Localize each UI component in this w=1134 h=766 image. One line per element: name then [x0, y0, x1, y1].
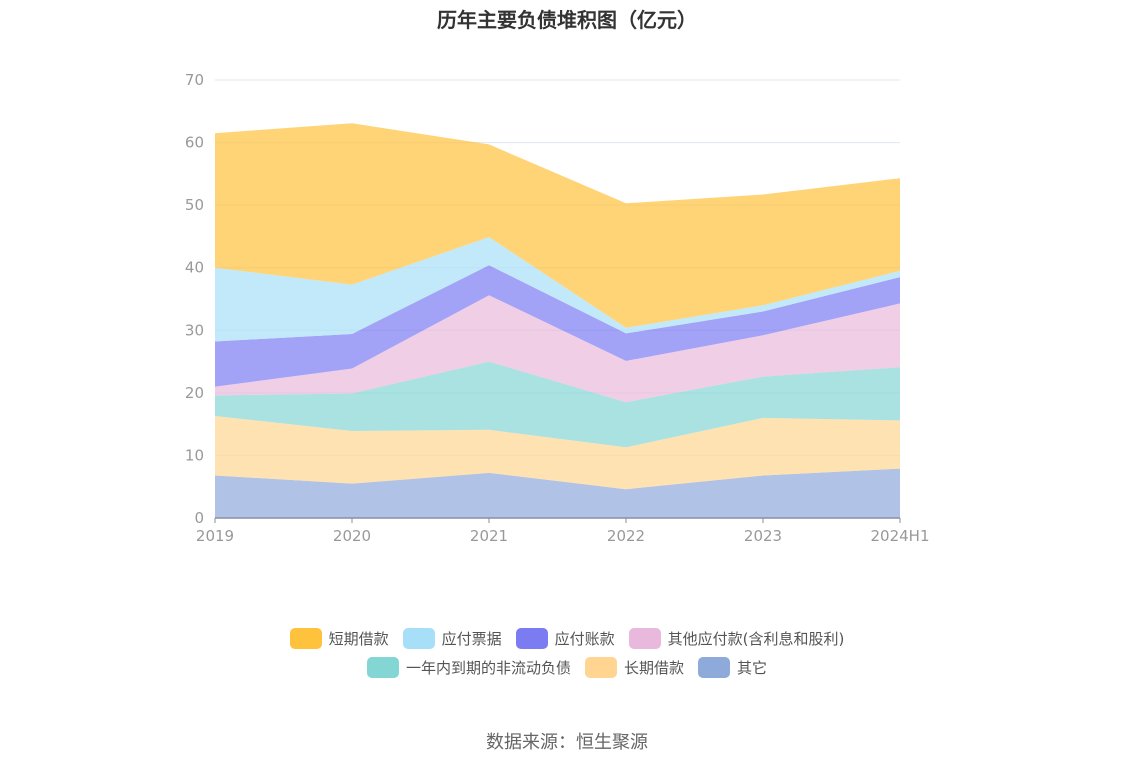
area-短期借款 — [215, 123, 900, 328]
legend-item[interactable]: 其他应付款(含利息和股利) — [628, 628, 845, 649]
legend-label: 一年内到期的非流动负债 — [405, 659, 571, 677]
axes: 0 10 20 30 40 50 60 70 2019 2020 2021 2022 2023 2024H… — [185, 71, 930, 545]
x-tick-label: 2024H1 — [871, 527, 930, 545]
x-tick-label: 2021 — [470, 527, 508, 545]
area-应付票据 — [215, 237, 900, 342]
area-一年内到期的非流动负债 — [215, 361, 900, 448]
y-tick-label: 70 — [185, 71, 204, 89]
legend-item[interactable]: 长期借款 — [584, 657, 684, 678]
x-tick-label: 2019 — [196, 527, 234, 545]
legend-swatch — [402, 628, 435, 649]
legend-item[interactable]: 应付票据 — [402, 628, 502, 649]
legend-label: 其他应付款(含利息和股利) — [667, 630, 845, 648]
legend-swatch — [366, 657, 399, 678]
y-tick-label: 30 — [185, 321, 204, 339]
y-tick-label: 20 — [185, 384, 204, 402]
legend-label: 其它 — [737, 659, 768, 677]
legend-label: 应付账款 — [554, 630, 615, 648]
chart-title: 历年主要负债堆积图（亿元） — [437, 8, 697, 32]
y-tick-label: 50 — [185, 196, 204, 214]
legend-item[interactable]: 其它 — [698, 657, 767, 678]
area-其它 — [215, 468, 900, 518]
legend: 短期借款 应付票据 应付账款 其他应付款(含利息和股利) 一年内到期的非流动负债 长期借… — [0, 628, 1134, 678]
legend-swatch — [289, 628, 322, 649]
legend-swatch — [584, 657, 617, 678]
legend-item[interactable]: 一年内到期的非流动负债 — [366, 657, 571, 678]
area-series — [215, 123, 900, 518]
area-长期借款 — [215, 416, 900, 490]
y-tick-label: 60 — [185, 134, 204, 152]
data-source: 数据来源：恒生聚源 — [486, 732, 648, 753]
y-tick-label: 10 — [185, 446, 204, 464]
legend-item[interactable]: 短期借款 — [289, 628, 389, 649]
legend-row: 一年内到期的非流动负债 长期借款 其它 — [366, 657, 767, 678]
x-tick-label: 2020 — [333, 527, 371, 545]
legend-swatch — [628, 628, 661, 649]
x-tick-label: 2022 — [607, 527, 645, 545]
legend-item[interactable]: 应付账款 — [515, 628, 615, 649]
x-tick-label: 2023 — [744, 527, 782, 545]
legend-row: 短期借款 应付票据 应付账款 其他应付款(含利息和股利) — [289, 628, 845, 649]
legend-label: 应付票据 — [441, 630, 502, 648]
y-tick-label: 40 — [185, 259, 204, 277]
area-其他应付款(含利息和股利) — [215, 295, 900, 403]
legend-label: 长期借款 — [623, 659, 684, 677]
y-tick-label: 0 — [194, 509, 204, 527]
area-应付账款 — [215, 265, 900, 387]
stacked-area-chart: 0 10 20 30 40 50 60 70 2019 2020 2021 2022 2023 2024H… — [185, 71, 930, 545]
legend-swatch — [515, 628, 548, 649]
legend-label: 短期借款 — [328, 630, 389, 648]
legend-swatch — [698, 657, 730, 678]
